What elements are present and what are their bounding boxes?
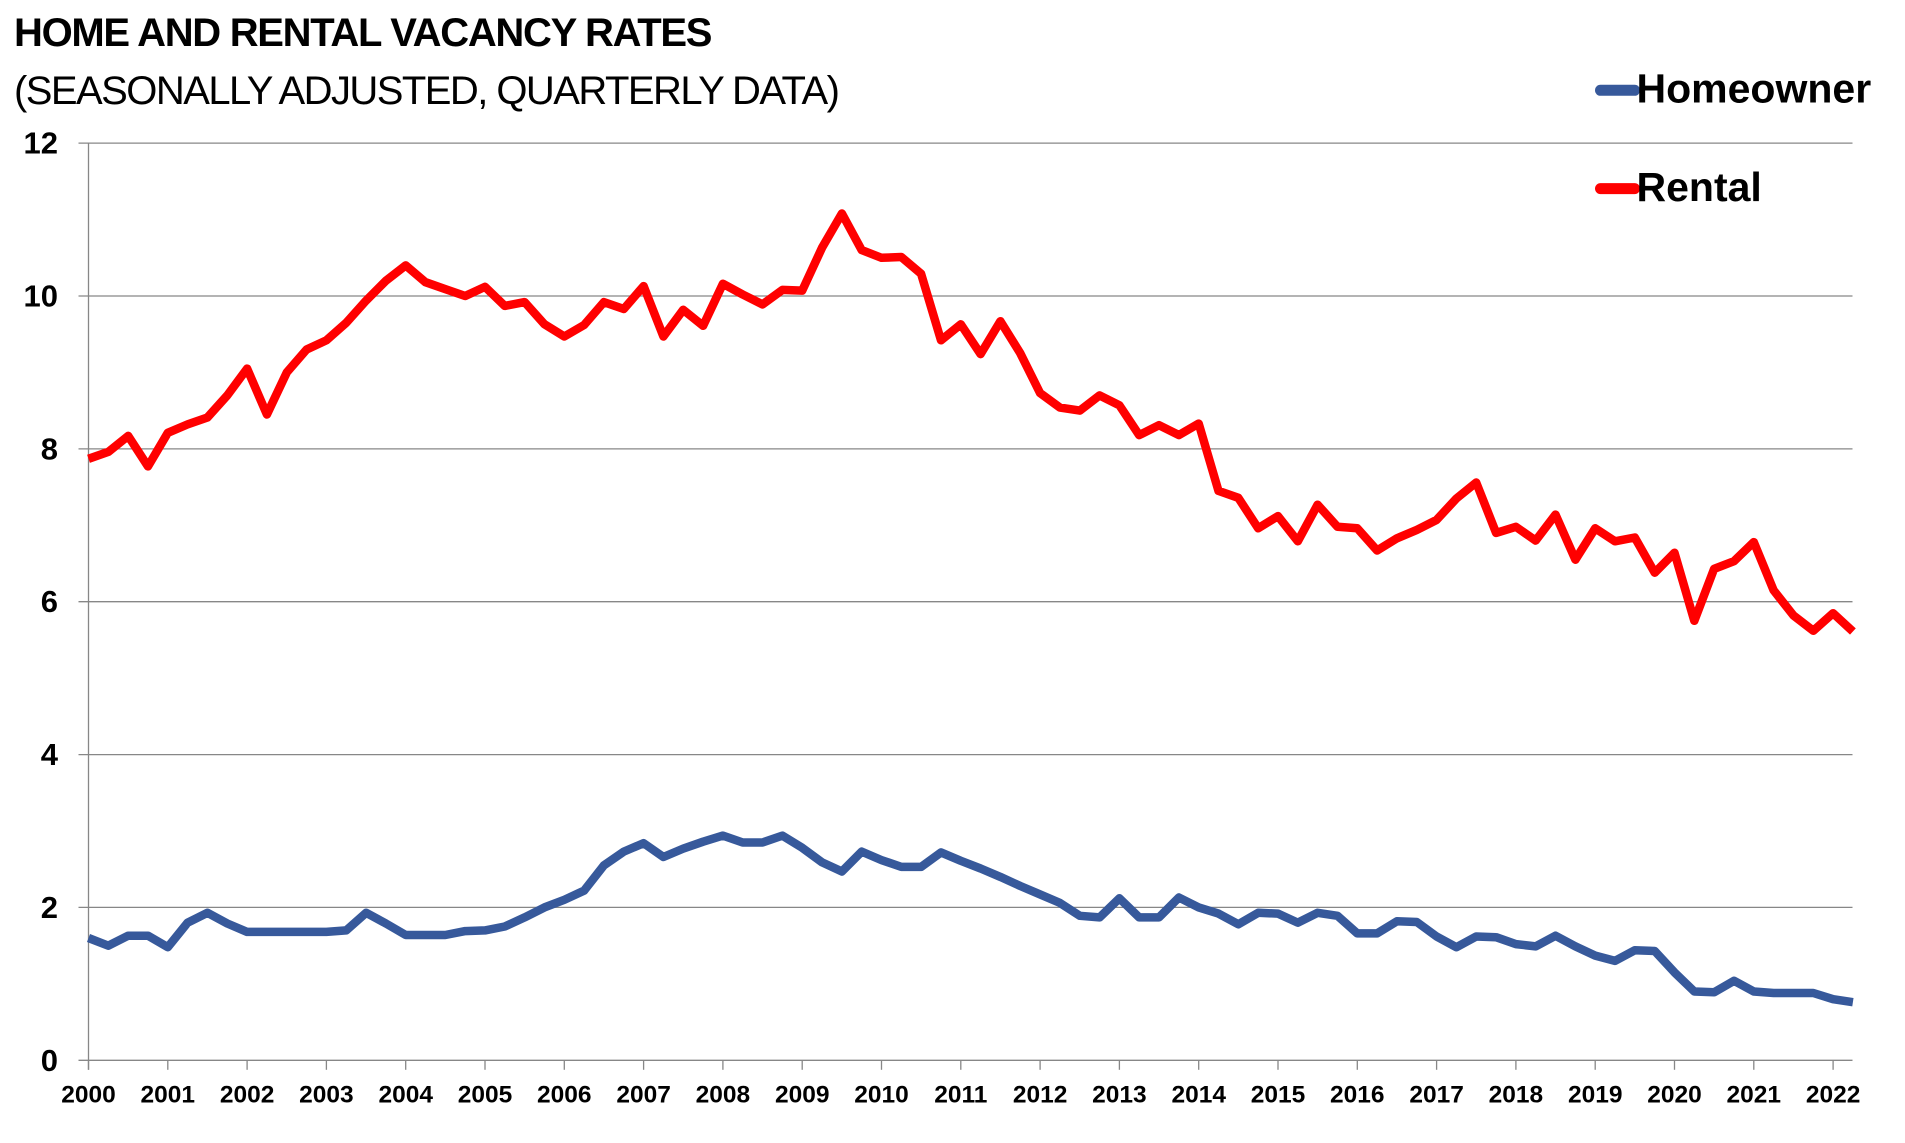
svg-text:2022: 2022 xyxy=(1806,1082,1861,1109)
svg-text:2014: 2014 xyxy=(1171,1082,1226,1109)
svg-text:2005: 2005 xyxy=(458,1082,513,1109)
svg-text:0: 0 xyxy=(41,1043,58,1078)
svg-text:4: 4 xyxy=(41,737,59,772)
svg-text:2: 2 xyxy=(41,890,58,925)
svg-text:2006: 2006 xyxy=(537,1082,592,1109)
svg-text:2011: 2011 xyxy=(934,1082,987,1109)
svg-text:10: 10 xyxy=(24,279,58,314)
svg-text:2007: 2007 xyxy=(616,1082,671,1109)
svg-text:2001: 2001 xyxy=(141,1082,196,1109)
svg-text:2020: 2020 xyxy=(1647,1082,1702,1109)
svg-text:2018: 2018 xyxy=(1489,1082,1544,1109)
svg-text:2000: 2000 xyxy=(61,1082,116,1109)
svg-text:2008: 2008 xyxy=(696,1082,751,1109)
svg-text:2019: 2019 xyxy=(1568,1082,1623,1109)
svg-text:2017: 2017 xyxy=(1409,1082,1464,1109)
svg-text:8: 8 xyxy=(41,431,58,466)
svg-text:2016: 2016 xyxy=(1330,1082,1385,1109)
svg-text:2002: 2002 xyxy=(220,1082,275,1109)
svg-text:2004: 2004 xyxy=(378,1082,433,1109)
svg-text:(SEASONALLY ADJUSTED, QUARTERL: (SEASONALLY ADJUSTED, QUARTERLY DATA) xyxy=(14,69,838,113)
svg-text:Homeowner: Homeowner xyxy=(1637,66,1872,112)
svg-text:HOME AND RENTAL VACANCY RATES: HOME AND RENTAL VACANCY RATES xyxy=(14,11,712,55)
svg-text:12: 12 xyxy=(24,126,58,161)
svg-text:2015: 2015 xyxy=(1251,1082,1306,1109)
svg-text:2003: 2003 xyxy=(299,1082,354,1109)
svg-text:2012: 2012 xyxy=(1013,1082,1068,1109)
svg-text:6: 6 xyxy=(41,584,58,619)
svg-text:2013: 2013 xyxy=(1092,1082,1147,1109)
svg-text:2009: 2009 xyxy=(775,1082,830,1109)
svg-text:2021: 2021 xyxy=(1727,1082,1782,1109)
svg-text:Rental: Rental xyxy=(1637,164,1762,210)
svg-text:2010: 2010 xyxy=(854,1082,909,1109)
